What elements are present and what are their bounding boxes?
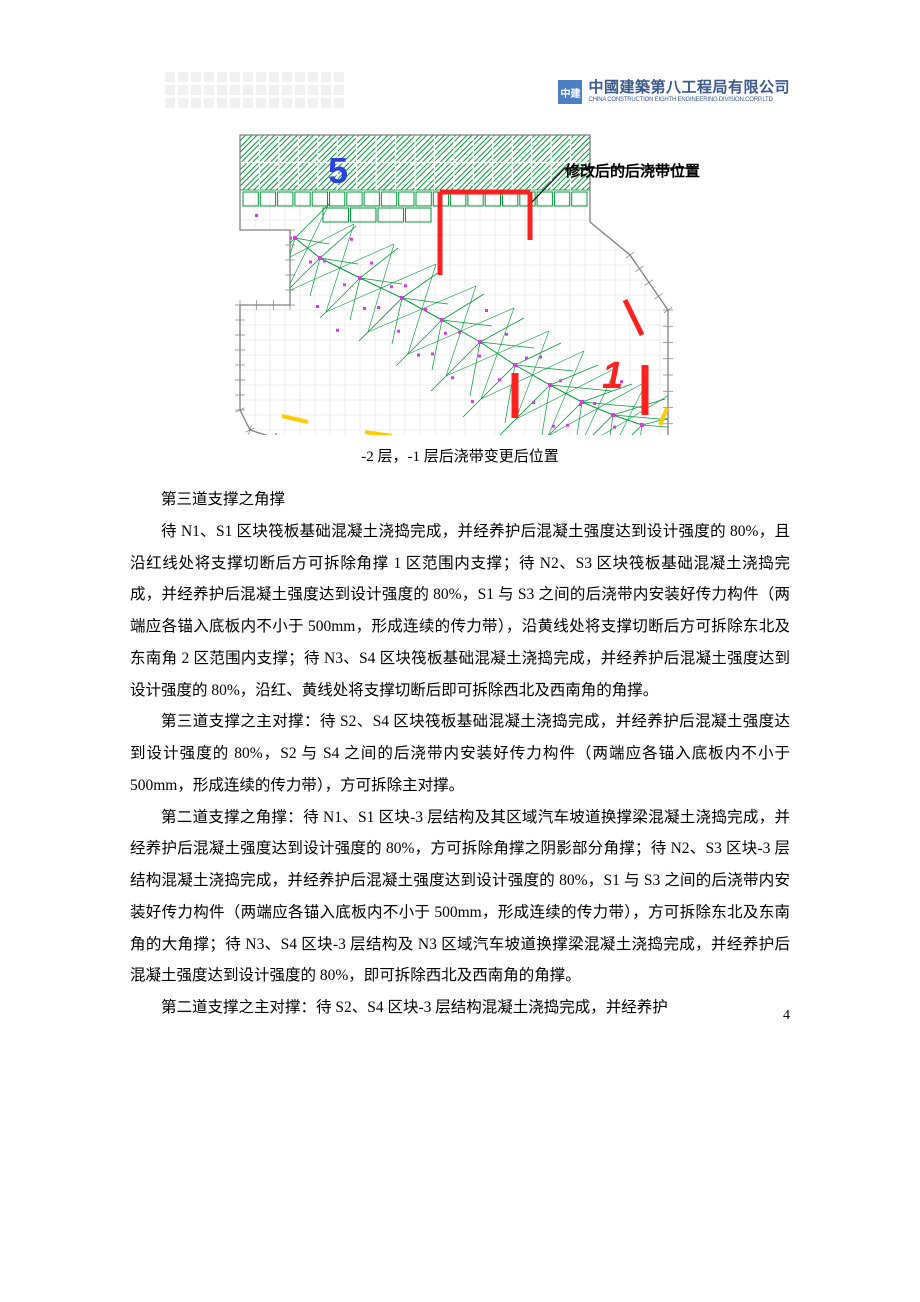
plan-diagram-svg <box>220 110 700 435</box>
company-text: 中國建築第八工程局有限公司 CHINA CONSTRUCTION EIGHTH … <box>588 80 790 103</box>
paragraph-4: 第二道支撑之主对撑：待 S2、S4 区块-3 层结构混凝土浇捣完成，并经养护 <box>130 992 790 1024</box>
paragraph-2: 第三道支撑之主对撑：待 S2、S4 区块筏板基础混凝土浇捣完成，并经养护后混凝土… <box>130 706 790 801</box>
company-name-cn: 中國建築第八工程局有限公司 <box>588 80 790 97</box>
zone-label-1: 1 <box>602 355 623 398</box>
document-page: 中建 中國建築第八工程局有限公司 CHINA CONSTRUCTION EIGH… <box>0 0 920 1064</box>
page-number: 4 <box>783 1008 790 1024</box>
subheading-1: 第三道支撑之角撑 <box>130 484 790 516</box>
zone-label-5: 5 <box>328 150 348 192</box>
page-header-company: 中建 中國建築第八工程局有限公司 CHINA CONSTRUCTION EIGH… <box>558 80 790 104</box>
paragraph-3: 第二道支撑之角撑：待 N1、S1 区块-3 层结构及其区域汽车坡道换撑梁混凝土浇… <box>130 802 790 993</box>
company-logo: 中建 <box>558 80 582 104</box>
body-text: 第三道支撑之角撑 待 N1、S1 区块筏板基础混凝土浇捣完成，并经养护后混凝土强… <box>130 484 790 1024</box>
paragraph-1: 待 N1、S1 区块筏板基础混凝土浇捣完成，并经养护后混凝土强度达到设计强度的 … <box>130 516 790 707</box>
plan-figure: 5 1 修改后的后浇带位置 <box>220 110 700 435</box>
figure-annotation: 修改后的后浇带位置 <box>565 160 700 181</box>
figure-caption: -2 层，-1 层后浇带变更后位置 <box>130 445 790 466</box>
company-name-en: CHINA CONSTRUCTION EIGHTH ENGINEERING DI… <box>588 97 790 104</box>
